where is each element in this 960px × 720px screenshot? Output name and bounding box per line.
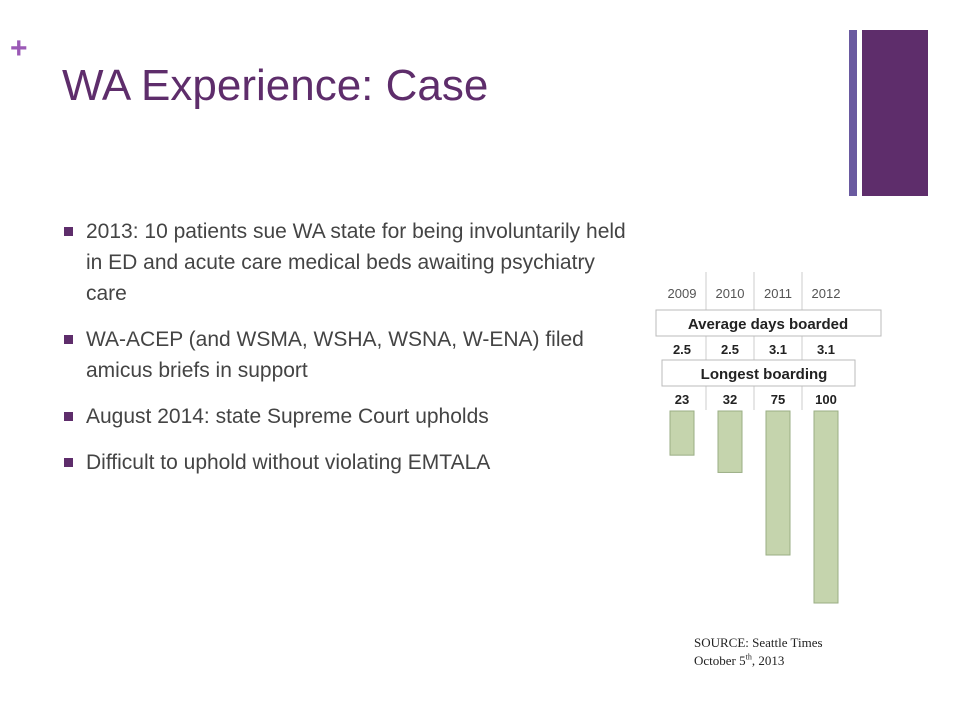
bar bbox=[669, 410, 695, 456]
value-label: 32 bbox=[723, 392, 737, 407]
value-label: 2.5 bbox=[673, 342, 691, 357]
bullet-item: August 2014: state Supreme Court upholds bbox=[64, 401, 634, 432]
band-box bbox=[655, 309, 882, 337]
bullet-square-icon bbox=[64, 227, 73, 236]
bullet-item: Difficult to uphold without violating EM… bbox=[64, 447, 634, 478]
bar bbox=[813, 410, 839, 604]
bullet-square-icon bbox=[64, 335, 73, 344]
year-label: 2009 bbox=[668, 286, 697, 301]
bullet-list: 2013: 10 patients sue WA state for being… bbox=[64, 216, 634, 478]
bullet-text: 2013: 10 patients sue WA state for being… bbox=[86, 220, 626, 305]
boarding-chart: 2009 2010 2011 2012 Average days boarded 2.5 2… bbox=[655, 272, 882, 604]
bullet-text: WA-ACEP (and WSMA, WSHA, WSNA, W-ENA) fi… bbox=[86, 328, 584, 382]
source-date-suffix: , 2013 bbox=[751, 653, 785, 668]
source-citation: SOURCE: Seattle Times October 5th, 2013 bbox=[694, 634, 823, 670]
year-label: 2010 bbox=[716, 286, 745, 301]
plus-icon: + bbox=[10, 32, 28, 65]
source-date-sup: th bbox=[745, 652, 752, 662]
value-label: 100 bbox=[815, 392, 837, 407]
decorative-thin-bar bbox=[849, 30, 857, 196]
bullet-square-icon bbox=[64, 412, 73, 421]
bullet-square-icon bbox=[64, 458, 73, 467]
value-label: 3.1 bbox=[769, 342, 787, 357]
value-label: 3.1 bbox=[817, 342, 835, 357]
value-label: 23 bbox=[675, 392, 689, 407]
source-line-2: October 5th, 2013 bbox=[694, 652, 823, 670]
value-label: 2.5 bbox=[721, 342, 739, 357]
bullet-item: 2013: 10 patients sue WA state for being… bbox=[64, 216, 634, 309]
value-label: 75 bbox=[771, 392, 785, 407]
slide-title: WA Experience: Case bbox=[62, 61, 489, 110]
decorative-thick-bar bbox=[862, 30, 928, 196]
bullet-text: Difficult to uphold without violating EM… bbox=[86, 451, 491, 474]
source-date-prefix: October 5 bbox=[694, 653, 746, 668]
bullet-text: August 2014: state Supreme Court upholds bbox=[86, 405, 489, 428]
year-label: 2011 bbox=[764, 286, 792, 301]
band-box bbox=[661, 359, 856, 387]
source-line-1: SOURCE: Seattle Times bbox=[694, 635, 823, 650]
year-label: 2012 bbox=[812, 286, 841, 301]
bar bbox=[765, 410, 791, 556]
band-label: Longest boarding bbox=[701, 366, 828, 383]
bar bbox=[717, 410, 743, 473]
bullet-item: WA-ACEP (and WSMA, WSHA, WSNA, W-ENA) fi… bbox=[64, 324, 634, 386]
band-label: Average days boarded bbox=[688, 316, 848, 333]
